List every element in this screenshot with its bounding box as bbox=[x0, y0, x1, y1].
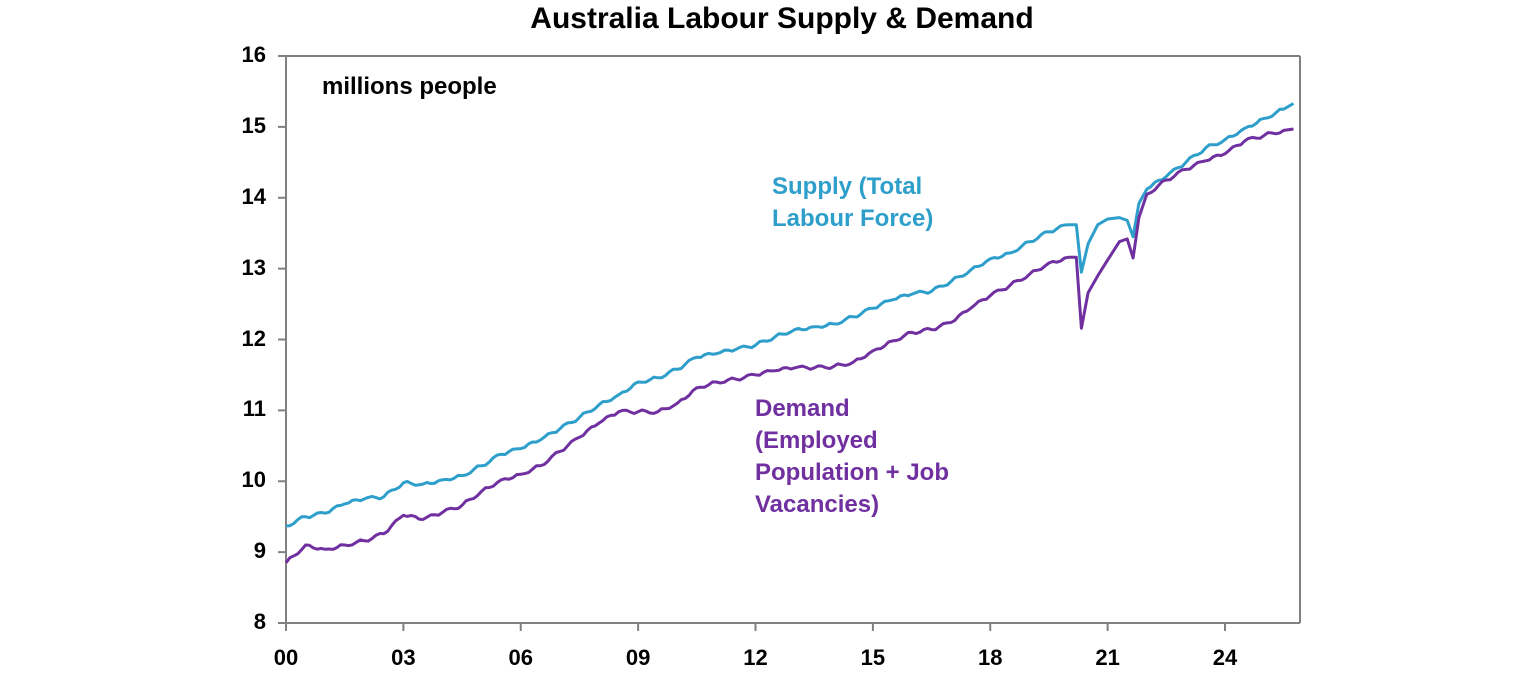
x-tick-label: 00 bbox=[273, 645, 299, 670]
unit-label: millions people bbox=[322, 73, 497, 100]
y-tick-label: 10 bbox=[241, 467, 266, 493]
x-tick-label: 03 bbox=[391, 645, 416, 670]
x-tick-label: 15 bbox=[860, 645, 886, 670]
data-lines bbox=[284, 102, 1295, 564]
y-tick-label: 11 bbox=[242, 396, 266, 422]
x-tick-label: 24 bbox=[1212, 645, 1238, 670]
axes bbox=[278, 55, 1301, 631]
y-tick-label: 13 bbox=[241, 254, 266, 280]
y-tick-label: 12 bbox=[241, 325, 266, 351]
x-tick-label: 09 bbox=[625, 645, 651, 670]
supply-line bbox=[285, 102, 1295, 528]
y-tick-label: 8 bbox=[253, 609, 266, 634]
y-tick-label: 16 bbox=[241, 42, 266, 67]
x-tick-label: 21 bbox=[1095, 645, 1120, 670]
x-tick-label: 18 bbox=[978, 645, 1003, 670]
supply-series-label: Supply (Total Labour Force) bbox=[772, 173, 934, 232]
y-tick-label: 9 bbox=[253, 538, 266, 564]
y-tick-label: 14 bbox=[241, 183, 266, 209]
x-tick-label: 12 bbox=[743, 645, 768, 670]
demand-series-label: Demand (Employed Population + Job Vacanc… bbox=[755, 395, 950, 518]
demand-line bbox=[284, 127, 1294, 564]
chart-title: Australia Labour Supply & Demand bbox=[530, 2, 1034, 35]
y-tick-label: 15 bbox=[241, 112, 266, 138]
x-tick-label: 06 bbox=[508, 645, 533, 670]
